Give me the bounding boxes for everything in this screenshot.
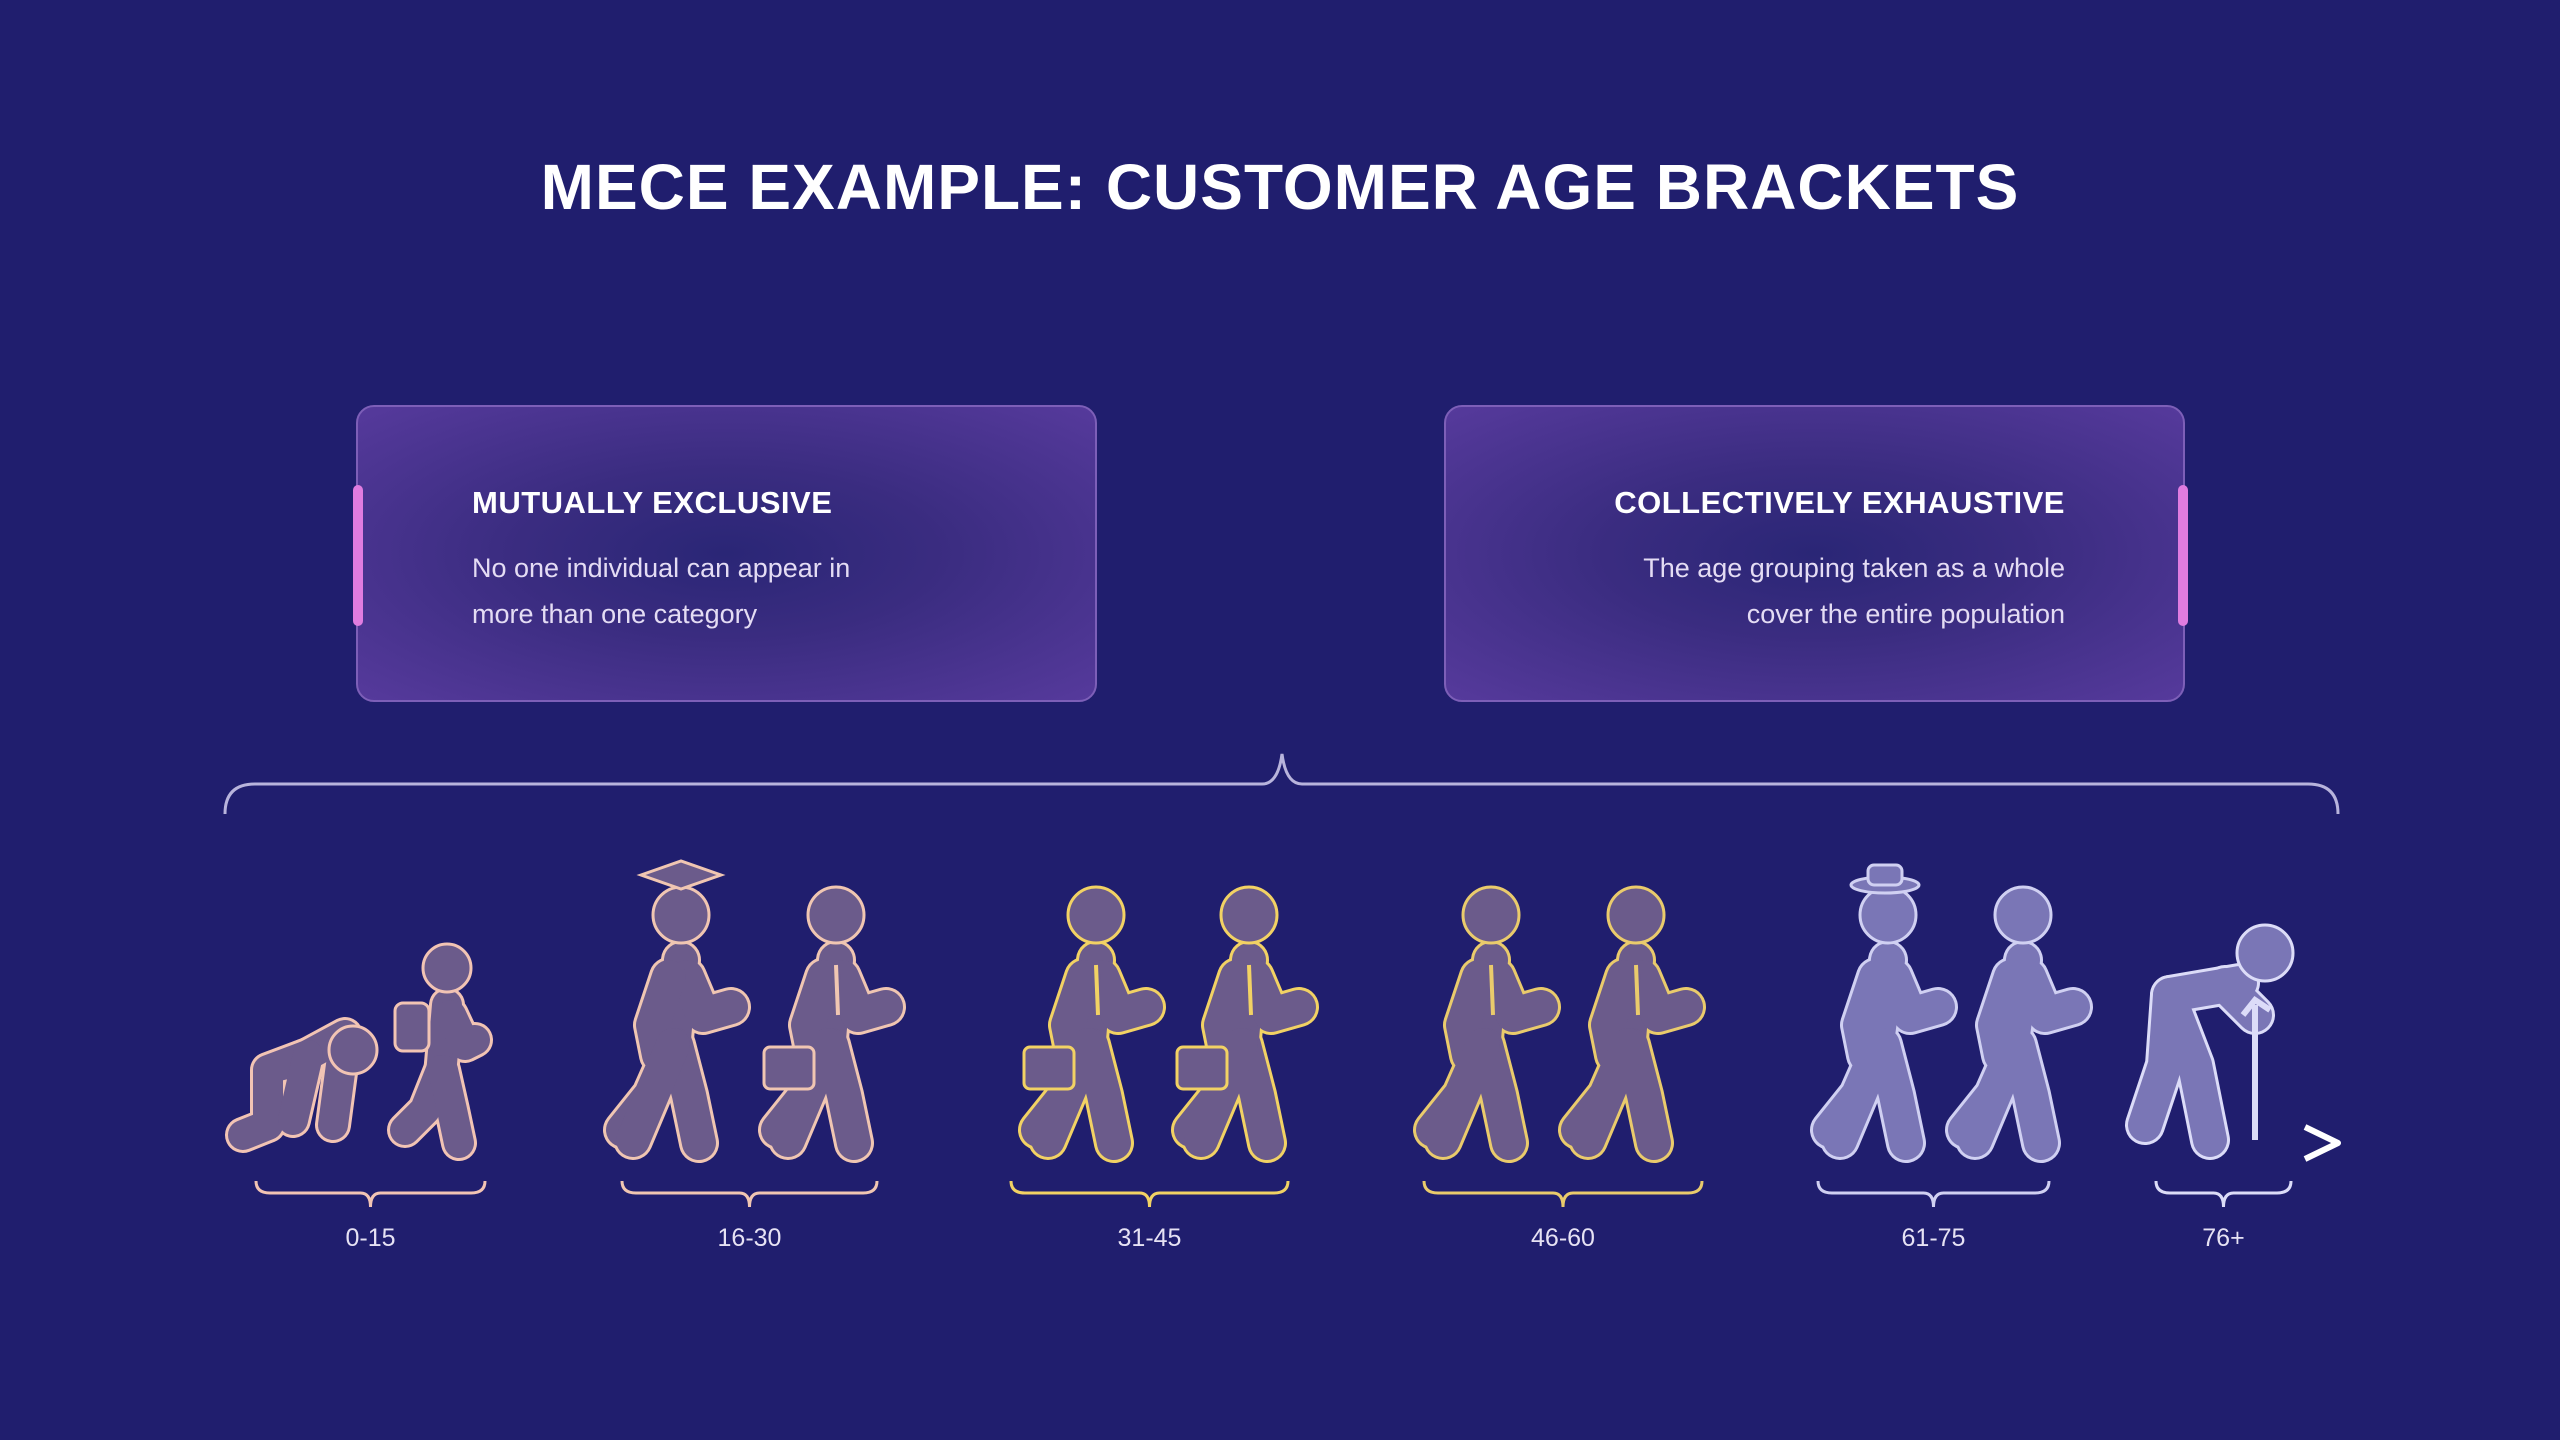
card-accent-bar: [2178, 485, 2188, 626]
age-bracket-brace: [1816, 1180, 2051, 1208]
card-body-line: No one individual can appear in: [472, 553, 851, 583]
card-collectively-exhaustive: COLLECTIVELY EXHAUSTIVE The age grouping…: [1444, 405, 2188, 702]
card-body: The age grouping taken as a whole cover t…: [1643, 545, 2065, 637]
age-bracket-label: 0-15: [345, 1224, 396, 1252]
age-bracket-label: 16-30: [717, 1224, 782, 1252]
baby-crawling-icon: [225, 1017, 379, 1153]
age-bracket-label: 46-60: [1531, 1224, 1595, 1252]
card-body-line: more than one category: [472, 599, 758, 629]
middle-aged-person-icon: [1413, 885, 1561, 1163]
age-bracket-label: 61-75: [1901, 1224, 1966, 1252]
senior-walking-icon: [1945, 885, 2093, 1163]
card-body: No one individual can appear in more than…: [472, 545, 850, 637]
graduate-icon: [603, 859, 751, 1163]
businessperson-icon: [1171, 885, 1319, 1163]
page-title: MECE EXAMPLE: CUSTOMER AGE BRACKETS: [540, 151, 2020, 223]
age-bracket-brace: [2154, 1180, 2293, 1208]
middle-aged-person-icon: [1558, 885, 1706, 1163]
card-heading: MUTUALLY EXCLUSIVE: [472, 485, 833, 520]
age-bracket-brace: [1422, 1180, 1704, 1208]
age-bracket-brace: [1009, 1180, 1290, 1208]
businessperson-icon: [1018, 885, 1166, 1163]
age-bracket-brace: [620, 1180, 879, 1208]
child-backpack-icon: [387, 942, 493, 1161]
young-professional-icon: [758, 885, 906, 1163]
card-body-line: The age grouping taken as a whole: [1643, 553, 2065, 583]
age-bracket-label: 31-45: [1117, 1224, 1182, 1252]
card-heading: COLLECTIVELY EXHAUSTIVE: [1614, 485, 2065, 520]
card-body-line: cover the entire population: [1746, 599, 2065, 629]
age-bracket-brace: [254, 1180, 487, 1208]
timeline-arrow-icon: [2303, 1124, 2341, 1162]
card-accent-bar: [353, 485, 363, 626]
age-bracket-label: 76+: [2202, 1224, 2245, 1252]
overall-brace: [223, 753, 2340, 815]
card-mutually-exclusive: MUTUALLY EXCLUSIVE No one individual can…: [353, 405, 1097, 702]
senior-hat-icon: [1810, 863, 1958, 1163]
elderly-cane-icon: [2125, 923, 2295, 1160]
